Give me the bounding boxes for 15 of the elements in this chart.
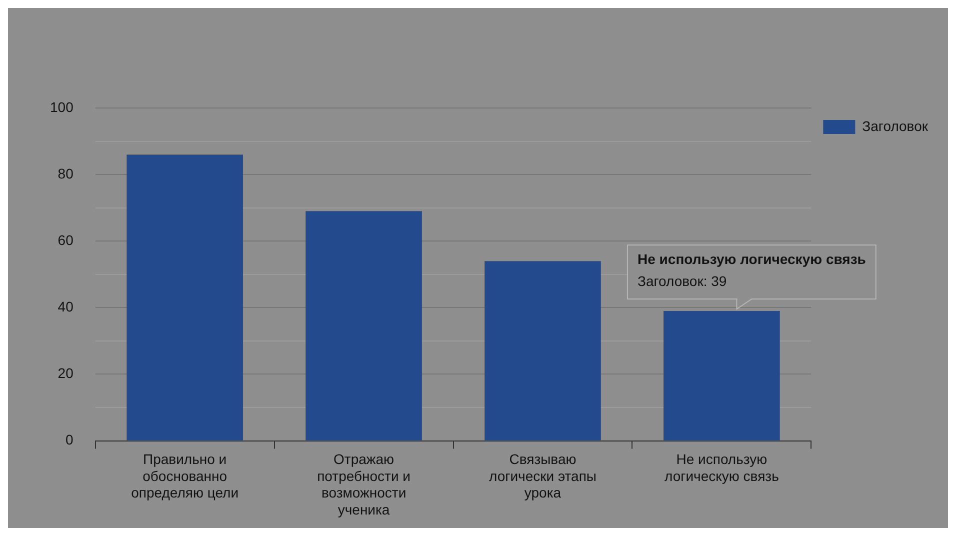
y-tick-label: 80: [58, 165, 74, 182]
x-tick-label: Отражаю потребности и возможности ученика: [317, 451, 410, 518]
bar: [126, 154, 243, 440]
x-tick-label: Правильно и обоснованно определяю цели: [131, 451, 239, 501]
x-tick-label: Не использую логическую связь: [664, 451, 779, 484]
bar: [306, 211, 422, 440]
y-tick-label: 20: [58, 365, 74, 382]
y-tick-label: 60: [58, 232, 74, 248]
y-tick-label: 0: [66, 432, 74, 448]
y-tick-label: 100: [50, 98, 74, 115]
annotation: Не использую логическую связь Заголовок: 39: [638, 250, 866, 289]
bar: [484, 261, 601, 440]
y-tick-label: 40: [58, 298, 74, 315]
legend-label: Заголовок: [862, 118, 929, 134]
x-tick-label: Связываю логически этапы урока: [489, 451, 596, 501]
